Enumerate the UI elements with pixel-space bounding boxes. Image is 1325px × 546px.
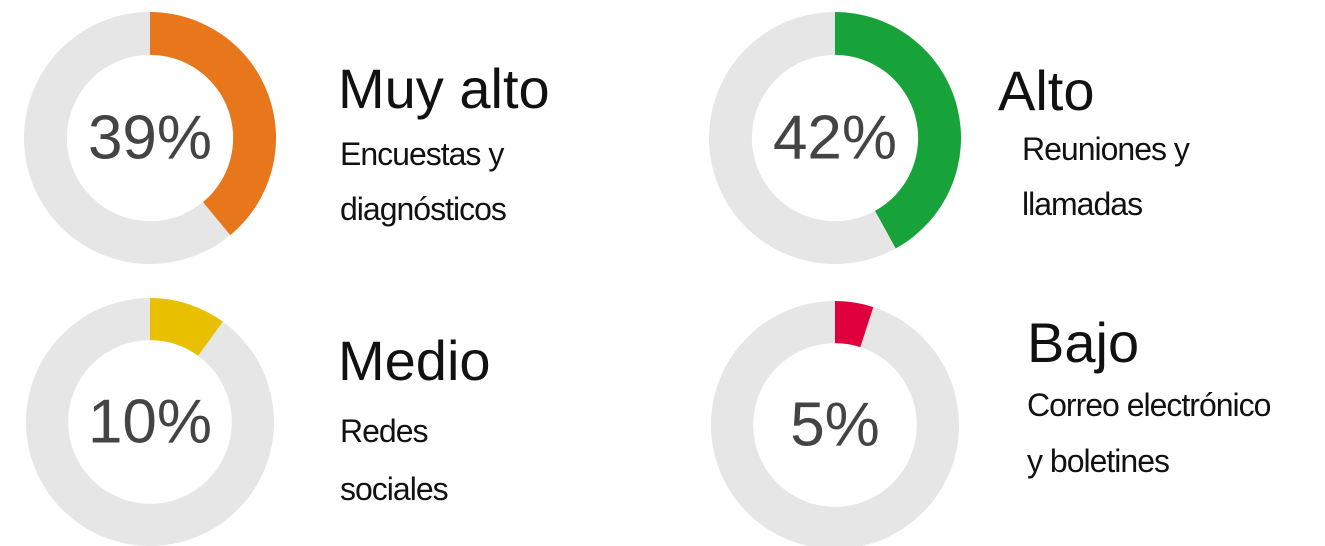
- donut-segment: [835, 12, 962, 249]
- value-label: 10%: [88, 388, 212, 457]
- chart-title: Muy alto: [338, 57, 550, 120]
- chart-title: Bajo: [1027, 311, 1139, 374]
- subtitle-line: Redes: [340, 413, 428, 449]
- donut-segment: [150, 298, 223, 356]
- donut-segment: [835, 301, 874, 348]
- chart-title: Medio: [338, 329, 491, 392]
- subtitle-line: diagnósticos: [340, 191, 506, 227]
- value-label: 5%: [790, 391, 880, 460]
- subtitle-line: Correo electrónico: [1027, 387, 1271, 423]
- value-label: 39%: [88, 104, 212, 173]
- subtitle-line: llamadas: [1022, 186, 1142, 222]
- subtitle-line: Reuniones y: [1022, 131, 1190, 167]
- subtitle-line: y boletines: [1027, 443, 1169, 479]
- value-label: 42%: [773, 104, 897, 173]
- subtitle-line: sociales: [340, 471, 448, 507]
- donut-segment: [150, 12, 276, 236]
- chart-title: Alto: [998, 59, 1095, 122]
- subtitle-line: Encuestas y: [340, 136, 504, 172]
